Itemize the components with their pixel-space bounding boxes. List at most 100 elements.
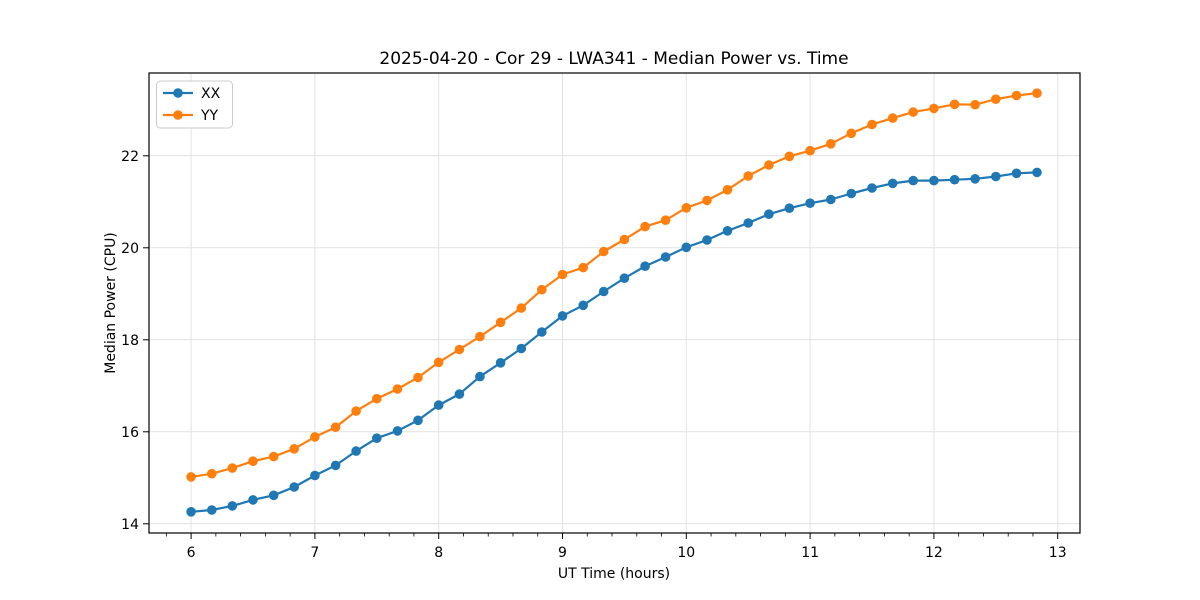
data-point-yy bbox=[392, 384, 403, 394]
x-tick-label: 12 bbox=[925, 545, 943, 561]
x-tick-label: 7 bbox=[310, 545, 319, 561]
data-point-xx bbox=[475, 371, 485, 382]
data-point-xx bbox=[949, 174, 960, 185]
plot-border bbox=[148, 72, 1081, 534]
data-point-xx bbox=[722, 226, 733, 236]
x-tick-label: 10 bbox=[677, 545, 695, 561]
data-point-yy bbox=[826, 139, 836, 149]
data-point-yy bbox=[186, 472, 196, 482]
data-point-yy bbox=[268, 451, 279, 462]
data-point-yy bbox=[1032, 88, 1042, 98]
data-point-xx bbox=[433, 400, 444, 410]
data-point-yy bbox=[227, 463, 238, 473]
data-point-yy bbox=[887, 113, 898, 123]
data-point-yy bbox=[784, 151, 795, 162]
data-point-yy bbox=[413, 372, 423, 383]
data-point-xx bbox=[495, 358, 506, 368]
data-point-xx bbox=[784, 203, 795, 213]
data-point-yy bbox=[433, 357, 444, 368]
data-point-yy bbox=[908, 107, 918, 117]
x-tick-label: 8 bbox=[434, 545, 443, 561]
data-point-xx bbox=[310, 470, 320, 481]
series-layer bbox=[186, 88, 1042, 517]
data-point-xx bbox=[207, 505, 217, 515]
axes-layer: 6 7 8 9 10 11 12 13 14 16 18 20 22 bbox=[121, 149, 1066, 561]
data-point-xx bbox=[970, 174, 980, 184]
data-point-yy bbox=[949, 99, 960, 110]
data-point-xx bbox=[619, 273, 630, 284]
data-point-xx bbox=[227, 501, 238, 511]
data-point-yy bbox=[475, 331, 485, 342]
chart-title: 2025-04-20 - Cor 29 - LWA341 - Median Po… bbox=[379, 49, 848, 69]
data-point-yy bbox=[351, 406, 361, 416]
legend-marker-yy-icon bbox=[173, 110, 183, 120]
data-point-yy bbox=[702, 195, 712, 206]
data-point-xx bbox=[867, 183, 877, 193]
data-point-xx bbox=[660, 252, 671, 262]
data-point-xx bbox=[1032, 167, 1042, 178]
y-tick-label: 16 bbox=[121, 425, 139, 441]
x-tick-label: 6 bbox=[187, 545, 196, 561]
data-point-yy bbox=[660, 215, 671, 225]
y-tick-label: 14 bbox=[121, 517, 139, 533]
data-point-xx bbox=[681, 242, 692, 253]
data-point-xx bbox=[330, 460, 341, 471]
data-point-xx bbox=[1011, 168, 1022, 179]
data-point-xx bbox=[929, 175, 939, 186]
data-point-xx bbox=[846, 188, 857, 199]
data-point-yy bbox=[743, 171, 753, 181]
data-point-xx bbox=[537, 327, 547, 337]
data-point-yy bbox=[372, 393, 382, 404]
data-point-yy bbox=[846, 128, 857, 139]
x-tick-label: 13 bbox=[1049, 545, 1067, 561]
data-point-yy bbox=[557, 269, 568, 280]
data-point-yy bbox=[764, 160, 774, 170]
x-axis-label: UT Time (hours) bbox=[558, 566, 670, 582]
data-point-yy bbox=[1011, 90, 1022, 101]
data-point-xx bbox=[702, 235, 712, 245]
data-point-xx bbox=[991, 171, 1001, 182]
data-point-yy bbox=[681, 203, 692, 213]
legend-label-yy: YY bbox=[200, 108, 219, 124]
data-point-yy bbox=[289, 444, 300, 454]
y-tick-label: 18 bbox=[121, 333, 139, 349]
legend-box bbox=[156, 80, 233, 129]
data-point-xx bbox=[454, 389, 465, 399]
data-point-xx bbox=[908, 175, 918, 186]
data-point-xx bbox=[826, 194, 836, 205]
data-point-xx bbox=[516, 343, 527, 354]
legend-item-xx: XX bbox=[163, 86, 221, 102]
data-point-yy bbox=[929, 103, 939, 114]
y-tick-label: 20 bbox=[121, 241, 139, 257]
x-tick-label: 9 bbox=[558, 545, 567, 561]
data-point-xx bbox=[557, 311, 568, 321]
data-point-yy bbox=[578, 262, 588, 273]
data-point-xx bbox=[413, 415, 423, 426]
data-point-yy bbox=[970, 99, 980, 110]
data-point-xx bbox=[743, 218, 753, 228]
data-point-xx bbox=[289, 482, 300, 492]
data-point-xx bbox=[598, 286, 609, 297]
data-point-yy bbox=[330, 422, 341, 433]
y-axis-label: Median Power (CPU) bbox=[103, 232, 119, 374]
x-tick-label: 11 bbox=[801, 545, 819, 561]
data-point-yy bbox=[619, 234, 630, 245]
data-point-yy bbox=[516, 303, 527, 313]
data-point-xx bbox=[640, 261, 650, 272]
data-point-yy bbox=[722, 185, 733, 195]
data-point-xx bbox=[248, 495, 258, 505]
data-point-yy bbox=[248, 456, 258, 467]
data-point-xx bbox=[805, 198, 815, 208]
y-tick-label: 22 bbox=[121, 149, 139, 165]
legend-item-yy: YY bbox=[163, 108, 219, 124]
data-point-yy bbox=[495, 317, 506, 328]
data-point-xx bbox=[186, 507, 196, 517]
data-point-xx bbox=[764, 209, 774, 219]
data-point-yy bbox=[867, 119, 877, 130]
grid-layer bbox=[149, 73, 1080, 533]
data-point-xx bbox=[372, 433, 382, 444]
data-point-yy bbox=[805, 145, 815, 156]
data-point-xx bbox=[351, 446, 361, 456]
data-point-yy bbox=[454, 344, 465, 355]
